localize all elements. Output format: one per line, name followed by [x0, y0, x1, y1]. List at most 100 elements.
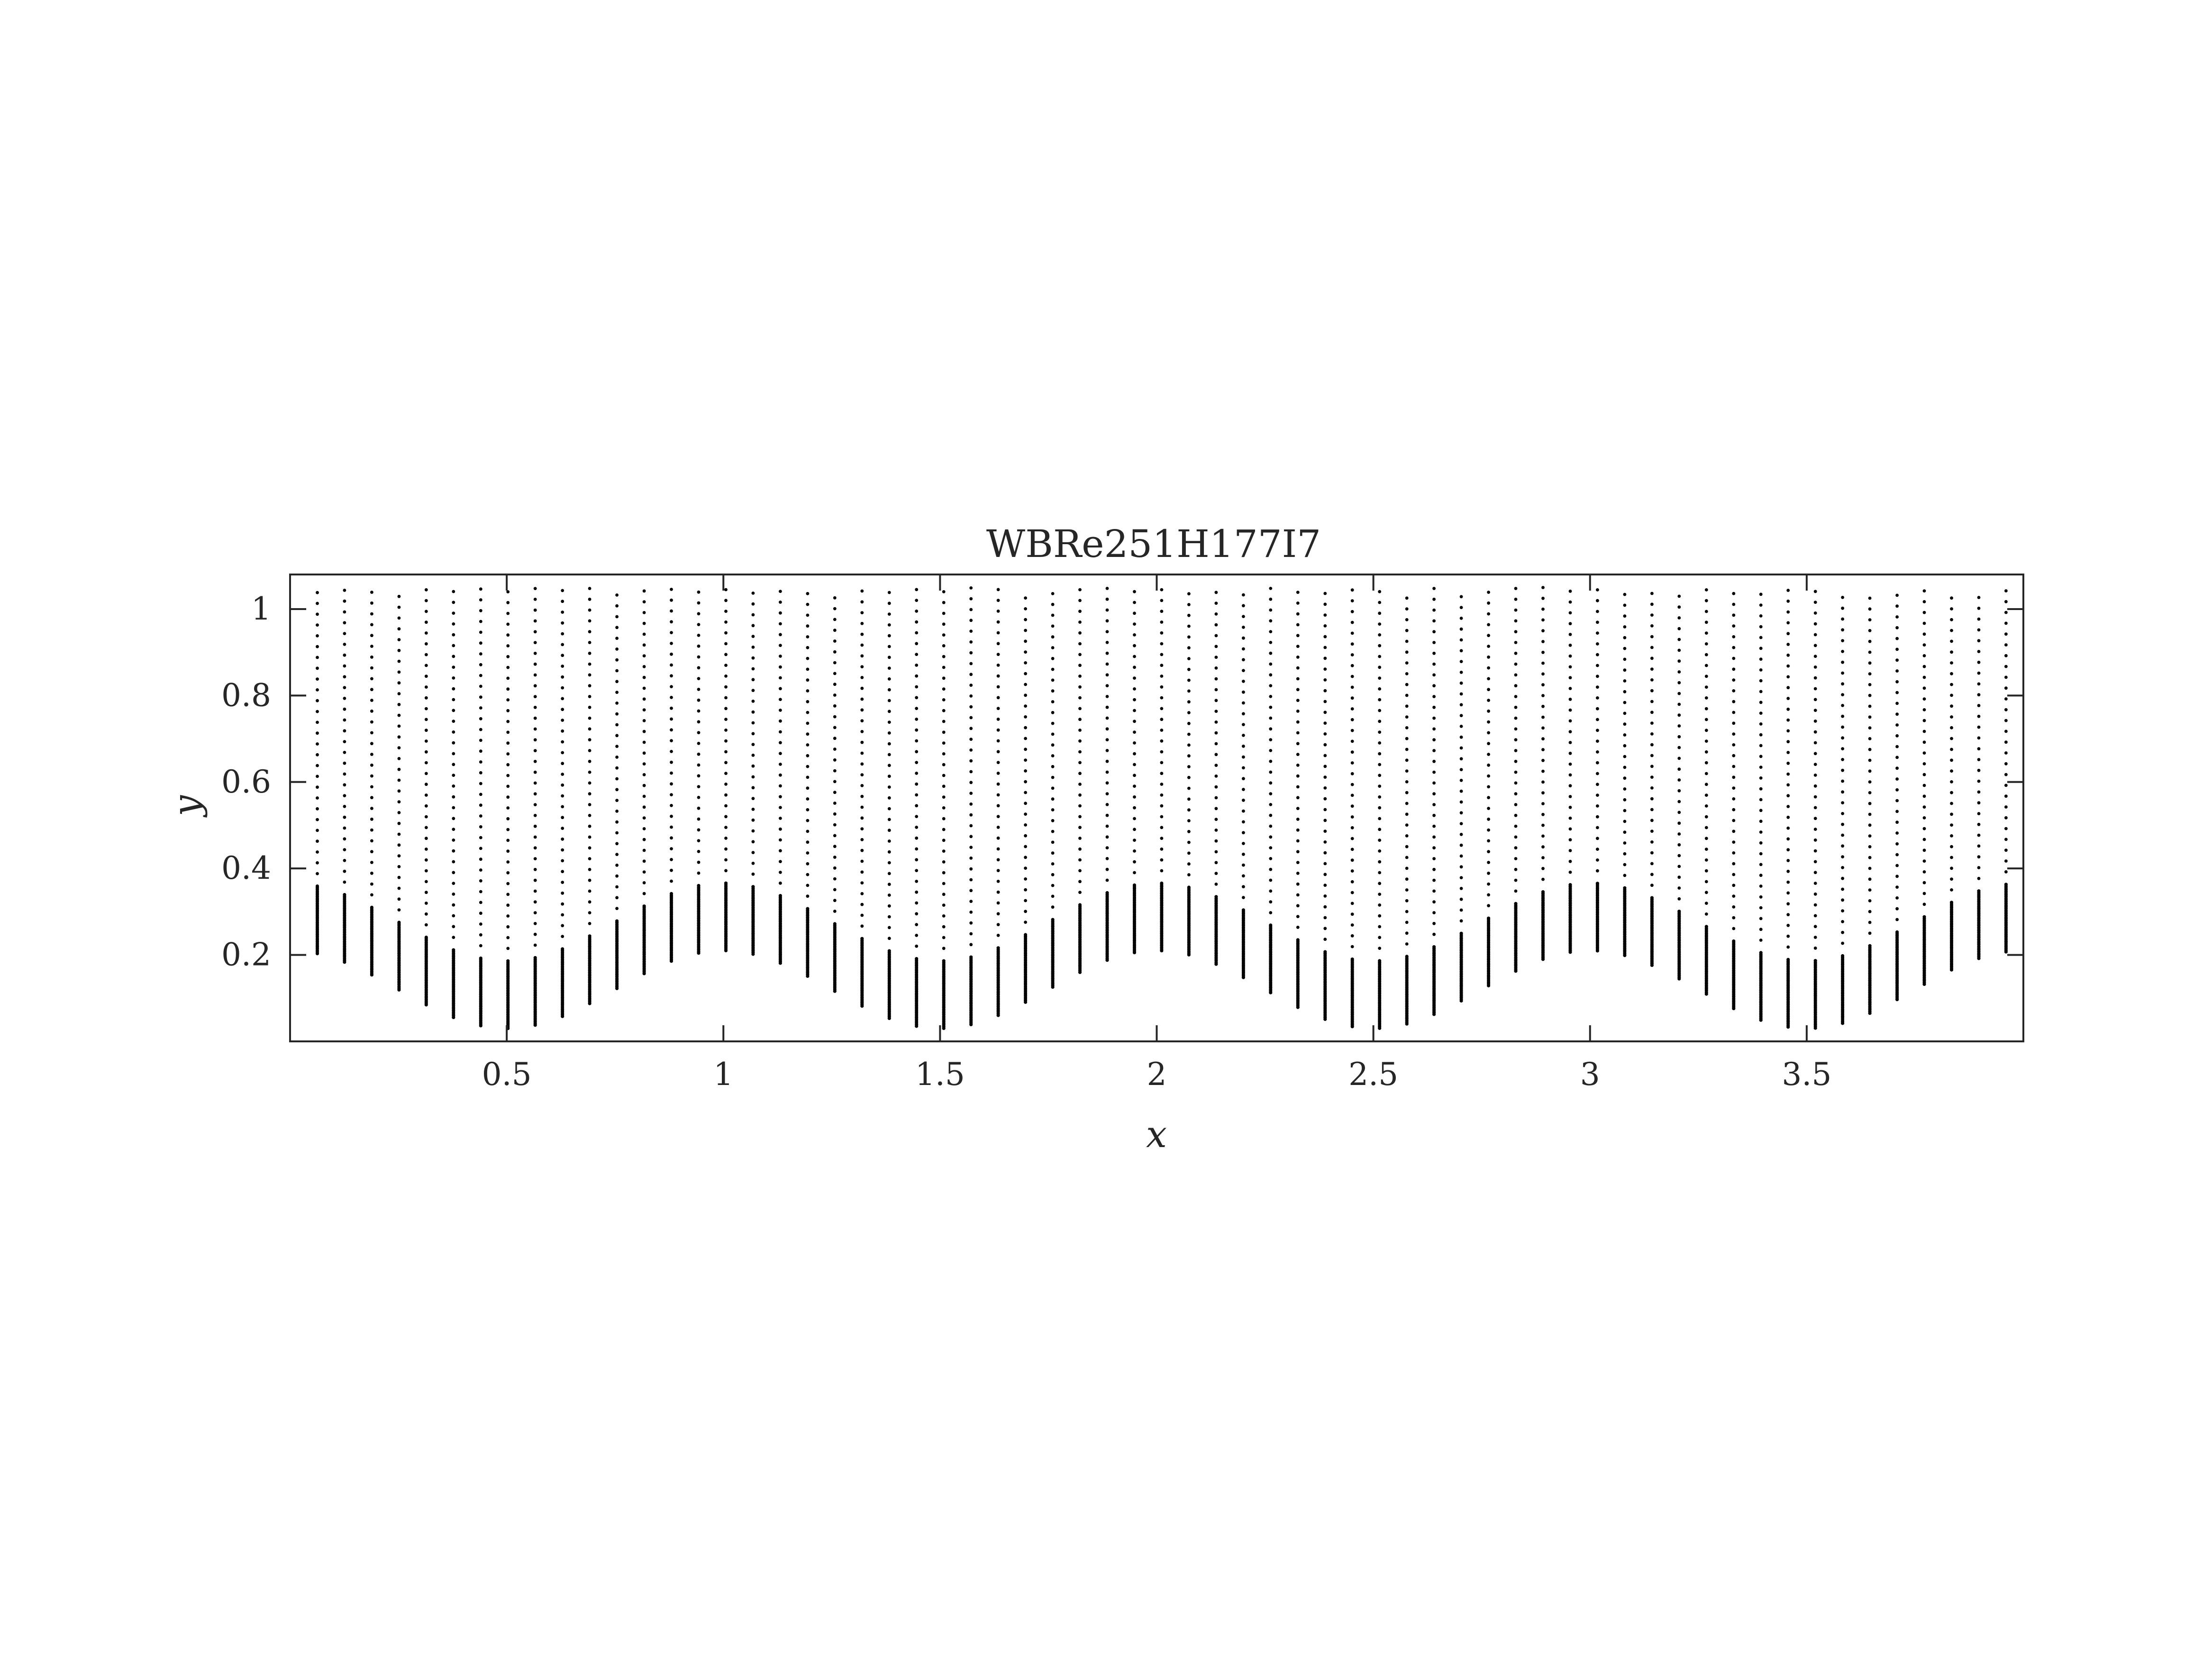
scatter-point: [1323, 667, 1327, 671]
scatter-point: [915, 728, 919, 732]
scatter-point: [1405, 618, 1409, 621]
scatter-point: [1786, 686, 1790, 690]
scatter-point: [1596, 599, 1599, 602]
scatter-point: [533, 814, 537, 817]
scatter-point: [1051, 873, 1055, 876]
scatter-point: [1024, 715, 1028, 719]
scatter-point: [1051, 905, 1055, 909]
scatter-point: [1813, 882, 1817, 885]
scatter-point: [1677, 757, 1681, 760]
scatter-point: [1459, 703, 1463, 707]
scatter-point: [1078, 837, 1082, 840]
scatter-point: [1405, 715, 1409, 719]
scatter-point: [452, 871, 455, 875]
scatter-point: [1160, 869, 1164, 873]
scatter-point: [1242, 723, 1245, 726]
scatter-point: [1868, 780, 1872, 784]
scatter-point: [1378, 893, 1382, 896]
scatter-point: [1922, 740, 1926, 744]
scatter-point: [479, 620, 482, 623]
scatter-point: [424, 891, 428, 894]
scatter-point: [1950, 704, 1953, 708]
scatter-point: [697, 806, 701, 810]
scatter-point: [1024, 672, 1028, 675]
scatter-point: [1541, 856, 1545, 859]
scatter-point: [1759, 614, 1763, 618]
scatter-point: [1568, 589, 1572, 593]
scatter-point: [1024, 758, 1028, 762]
scatter-point: [779, 709, 782, 712]
scatter-point: [915, 761, 919, 764]
scatter-point: [506, 590, 510, 593]
scatter-point: [1704, 826, 1708, 830]
scatter-point: [806, 819, 810, 822]
scatter-point: [1514, 803, 1518, 806]
scatter-point: [724, 620, 728, 624]
scatter-point: [1677, 692, 1681, 695]
scatter-point: [1841, 768, 1845, 772]
scatter-point: [452, 893, 455, 896]
scatter-point: [1051, 711, 1055, 714]
x-tick-label: 1.5: [915, 1056, 965, 1093]
scatter-point: [1378, 806, 1382, 810]
scatter-point: [1568, 719, 1572, 723]
scatter-point: [697, 860, 701, 864]
scatter-point: [533, 770, 537, 774]
scatter-point: [1459, 833, 1463, 836]
scatter-point: [1105, 749, 1109, 752]
scatter-point: [1323, 775, 1327, 779]
scatter-point: [1650, 797, 1654, 801]
scatter-point: [506, 644, 510, 647]
scatter-point: [887, 656, 891, 659]
scatter-point: [1841, 887, 1845, 891]
scatter-point: [860, 827, 864, 830]
scatter-point: [1405, 629, 1409, 632]
scatter-point: [670, 814, 673, 818]
scatter-point: [1596, 664, 1599, 667]
scatter-point: [1732, 711, 1736, 714]
scatter-point: [1677, 886, 1681, 890]
scatter-point: [1568, 751, 1572, 755]
scatter-point: [724, 729, 728, 732]
scatter-point: [1323, 808, 1327, 811]
scatter-point: [1187, 603, 1191, 606]
scatter-point: [1759, 636, 1763, 639]
scatter-point: [887, 915, 891, 919]
scatter-point: [1950, 661, 1953, 665]
scatter-point: [1950, 888, 1953, 892]
scatter-point: [670, 620, 673, 624]
scatter-point: [1214, 731, 1218, 735]
scatter-point: [1378, 730, 1382, 734]
scatter-point: [1922, 859, 1926, 863]
scatter-point: [1732, 667, 1736, 671]
scatter-point: [452, 936, 455, 939]
scatter-point: [1487, 871, 1491, 875]
x-tick-label: 3.5: [1782, 1056, 1831, 1093]
scatter-point: [969, 748, 973, 752]
scatter-point: [751, 656, 755, 660]
scatter-point: [1214, 883, 1218, 886]
scatter-point: [588, 705, 592, 709]
scatter-point: [1786, 751, 1790, 754]
scatter-point: [1160, 707, 1164, 711]
scatter-point: [1024, 921, 1028, 924]
scatter-point: [1596, 696, 1599, 700]
scatter-point: [942, 936, 946, 939]
scatter-point: [1895, 702, 1899, 705]
scatter-point: [942, 720, 946, 723]
scatter-point: [697, 839, 701, 842]
scatter-point: [1242, 788, 1245, 791]
scatter-point: [1732, 602, 1736, 606]
scatter-point: [1487, 666, 1491, 670]
scatter-point: [1650, 678, 1654, 682]
scatter-point: [1405, 877, 1409, 881]
scatter-point: [1704, 837, 1708, 840]
scatter-point: [1133, 741, 1136, 745]
scatter-point: [1024, 856, 1028, 859]
scatter-point: [1269, 673, 1273, 677]
scatter-point: [860, 924, 864, 928]
scatter-point: [1922, 686, 1926, 690]
scatter-point: [751, 862, 755, 865]
scatter-point: [1242, 885, 1245, 889]
scatter-point: [1487, 882, 1491, 886]
